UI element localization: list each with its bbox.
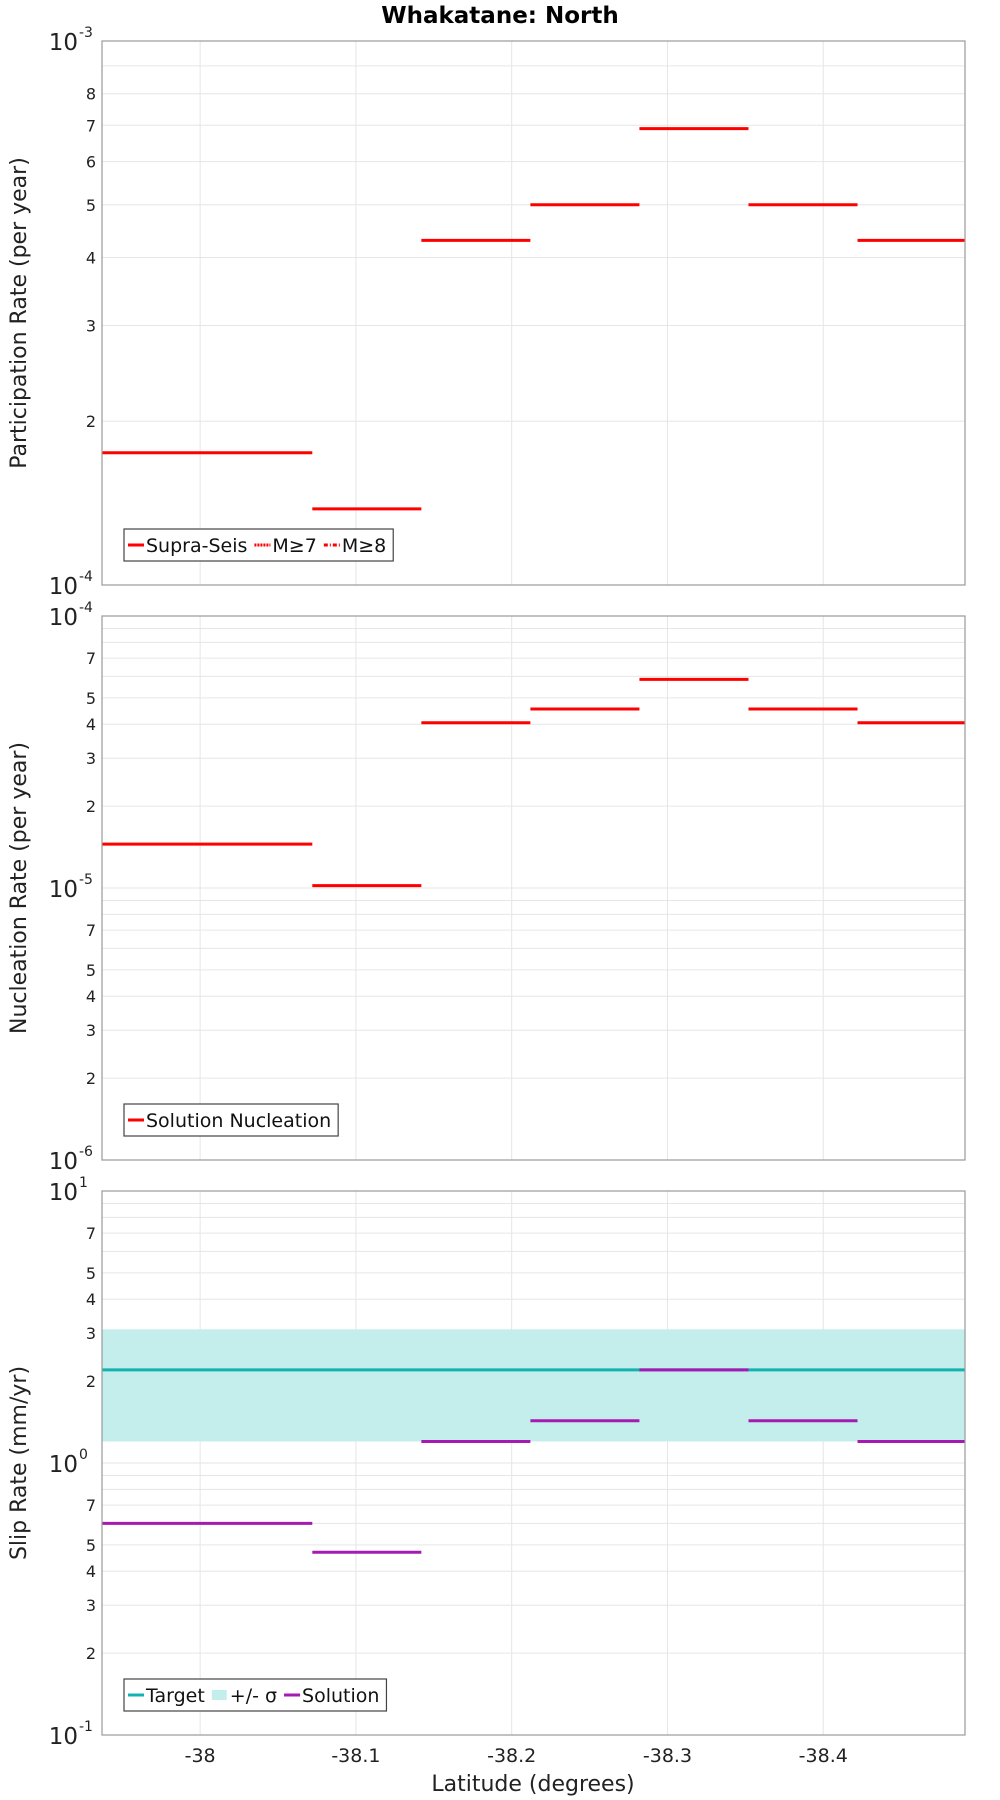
y-minor-tick-label: 4 bbox=[86, 1290, 96, 1309]
y-axis-label: Nucleation Rate (per year) bbox=[7, 742, 32, 1034]
x-tick-label: -38 bbox=[185, 1745, 216, 1767]
plot-frame bbox=[101, 615, 966, 1161]
y-minor-tick-label: 4 bbox=[86, 987, 96, 1006]
sigma-band bbox=[102, 1329, 965, 1442]
legend: Solution Nucleation bbox=[123, 1103, 339, 1137]
legend-label: Target bbox=[145, 1685, 205, 1707]
legend-label: +/- σ bbox=[230, 1685, 277, 1707]
chart-title: Whakatane: North bbox=[381, 3, 619, 29]
y-axis-label: Slip Rate (mm/yr) bbox=[7, 1366, 32, 1560]
y-major-tick-label: 10 bbox=[49, 877, 78, 903]
y-minor-tick-label: 2 bbox=[86, 1644, 96, 1663]
legend-box bbox=[123, 1103, 339, 1137]
y-major-tick-label: 10 bbox=[49, 1149, 78, 1175]
y-major-tick-exponent: -1 bbox=[79, 1719, 93, 1735]
y-major-tick-label: 10 bbox=[49, 1724, 78, 1750]
x-tick-label: -38.4 bbox=[799, 1745, 848, 1767]
legend-label: Supra-Seis bbox=[146, 535, 247, 557]
y-minor-tick-label: 3 bbox=[86, 1324, 96, 1343]
plot-frame bbox=[101, 1190, 966, 1736]
y-minor-tick-label: 5 bbox=[86, 196, 96, 215]
legend-label: M≥8 bbox=[342, 535, 386, 557]
y-minor-tick-label: 8 bbox=[86, 85, 96, 104]
legend-label: M≥7 bbox=[272, 535, 316, 557]
y-minor-tick-label: 4 bbox=[86, 1562, 96, 1581]
y-major-tick-exponent: 1 bbox=[79, 1175, 88, 1191]
y-minor-tick-label: 6 bbox=[86, 153, 96, 172]
y-minor-tick-label: 7 bbox=[86, 921, 96, 940]
x-tick-label: -38.1 bbox=[331, 1745, 380, 1767]
y-major-tick-exponent: -4 bbox=[79, 569, 93, 585]
y-major-tick-exponent: -6 bbox=[79, 1144, 93, 1160]
x-axis: -38 -38.1 -38.2 -38.3 -38.4 bbox=[185, 1745, 848, 1767]
x-axis-label: Latitude (degrees) bbox=[431, 1772, 634, 1797]
y-minor-tick-label: 4 bbox=[86, 715, 96, 734]
y-minor-tick-label: 7 bbox=[86, 1496, 96, 1515]
series-solution-nucleation bbox=[102, 677, 965, 888]
y-minor-tick-label: 7 bbox=[86, 1224, 96, 1243]
y-minor-tick-label: 5 bbox=[86, 1264, 96, 1283]
y-minor-tick-label: 3 bbox=[86, 749, 96, 768]
series-solution bbox=[102, 1368, 965, 1554]
x-tick-label: -38.3 bbox=[643, 1745, 692, 1767]
y-minor-tick-label: 5 bbox=[86, 961, 96, 980]
y-minor-tick-label: 2 bbox=[86, 1372, 96, 1391]
y-major-tick-exponent: -4 bbox=[79, 600, 93, 616]
x-tick-label: -38.2 bbox=[487, 1745, 536, 1767]
y-minor-tick-label: 3 bbox=[86, 1021, 96, 1040]
y-major-tick-label: 10 bbox=[49, 605, 78, 631]
y-major-tick-exponent: -5 bbox=[79, 872, 93, 888]
y-major-tick-label: 10 bbox=[49, 1452, 78, 1478]
plot-area bbox=[102, 41, 965, 585]
y-major-tick-exponent: -3 bbox=[79, 25, 93, 41]
y-minor-tick-label: 5 bbox=[86, 689, 96, 708]
y-minor-tick-label: 3 bbox=[86, 1596, 96, 1615]
legend-box bbox=[123, 1678, 388, 1712]
y-minor-tick-label: 2 bbox=[86, 412, 96, 431]
y-major-tick-exponent: 0 bbox=[79, 1447, 88, 1463]
y-major-tick-label: 10 bbox=[49, 1180, 78, 1206]
y-axis-label: Participation Rate (per year) bbox=[7, 157, 32, 469]
series-supra-seis bbox=[102, 127, 965, 511]
y-minor-tick-label: 7 bbox=[86, 649, 96, 668]
y-minor-tick-label: 2 bbox=[86, 797, 96, 816]
legend-label: Solution Nucleation bbox=[146, 1110, 331, 1132]
y-minor-tick-label: 4 bbox=[86, 248, 96, 267]
plot-frame bbox=[101, 40, 966, 586]
y-minor-tick-label: 3 bbox=[86, 316, 96, 335]
y-major-tick-label: 10 bbox=[49, 30, 78, 56]
legend: Target +/- σ Solution bbox=[123, 1678, 388, 1712]
y-minor-tick-label: 5 bbox=[86, 1536, 96, 1555]
y-minor-tick-label: 2 bbox=[86, 1069, 96, 1088]
legend: Supra-Seis M≥7 M≥8 bbox=[123, 528, 394, 562]
legend-swatch bbox=[211, 1690, 227, 1700]
y-major-tick-label: 10 bbox=[49, 574, 78, 600]
legend-label: Solution bbox=[302, 1685, 379, 1707]
y-minor-tick-label: 7 bbox=[86, 116, 96, 135]
